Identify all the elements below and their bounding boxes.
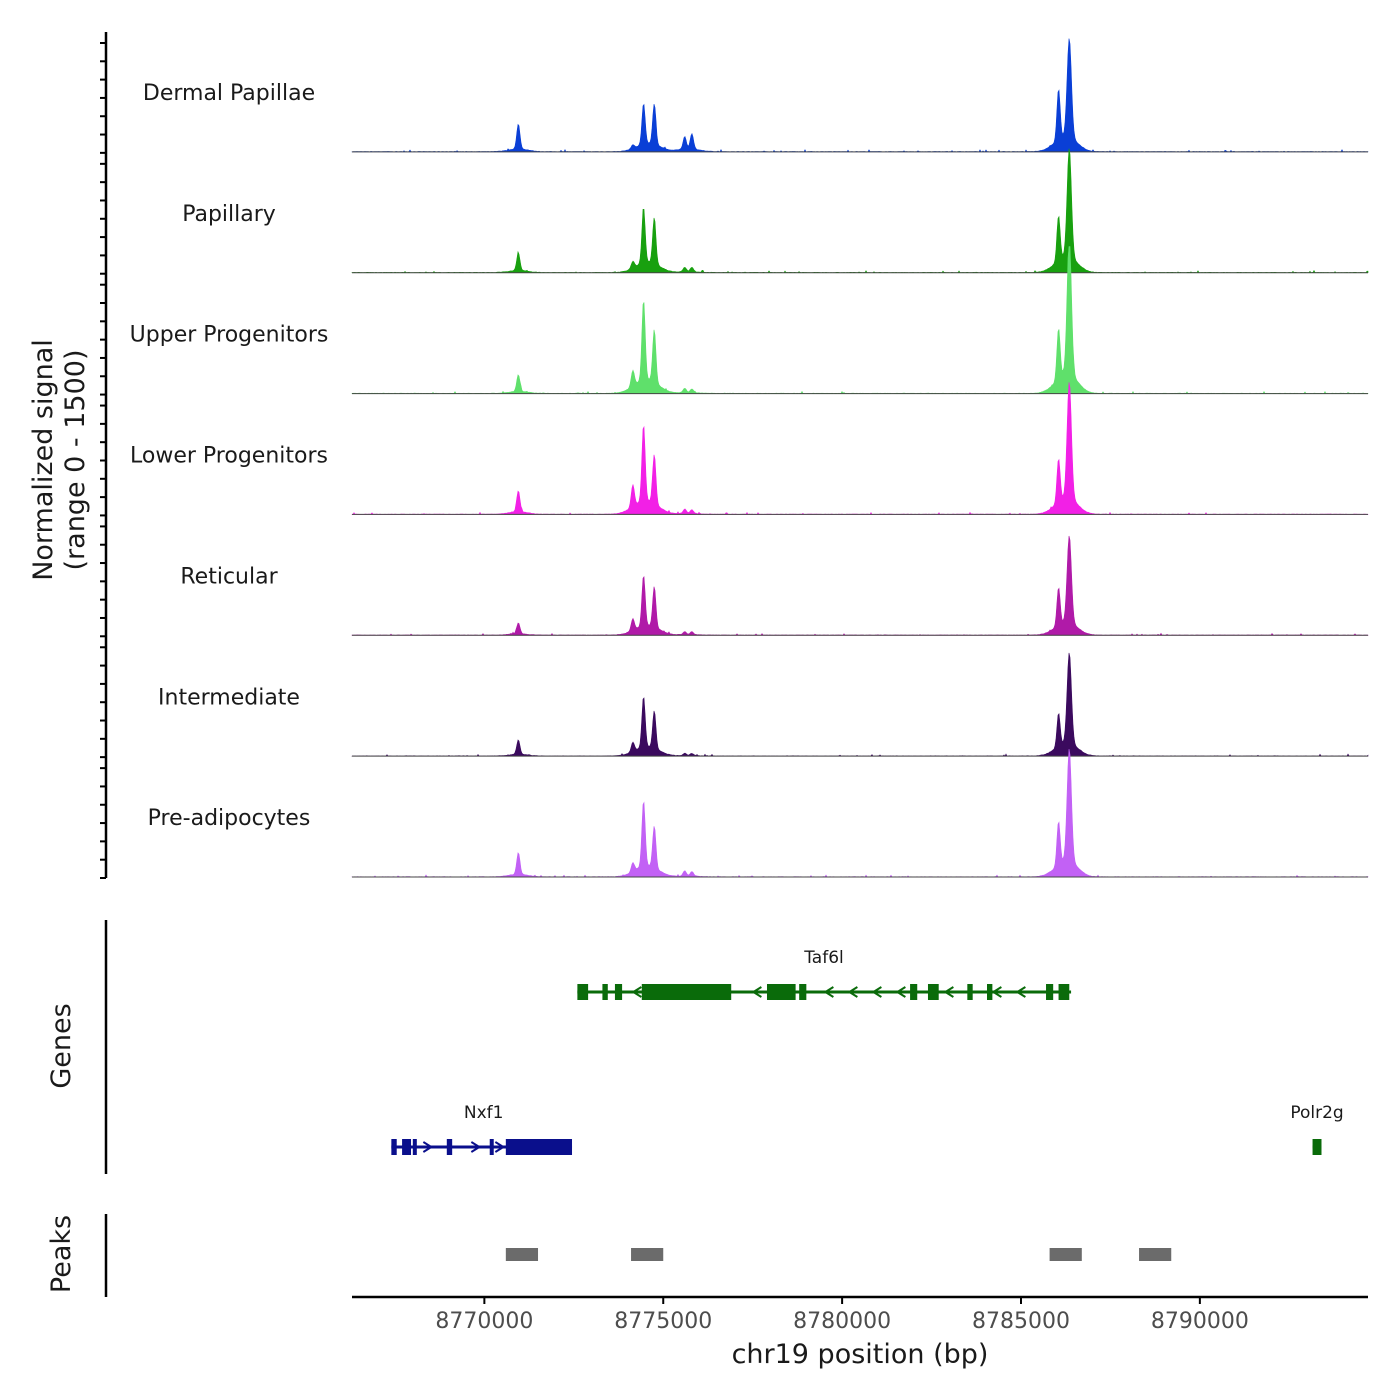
gene-exon (391, 1139, 397, 1155)
coverage-area (351, 382, 1369, 515)
gene-strand-arrow (871, 986, 882, 998)
gene-model: Nxf1 (391, 1103, 573, 1155)
track-label: Pre-adipocytes (148, 806, 311, 831)
x-tick-label: 8790000 (1151, 1309, 1249, 1334)
gene-strand-arrow (895, 986, 906, 998)
gene-exon (641, 984, 732, 1000)
coverage-track: Papillary (100, 148, 1369, 275)
peaks-y-label: Peaks (46, 1215, 77, 1293)
gene-exon (489, 1139, 494, 1155)
track-label: Dermal Papillae (143, 81, 315, 106)
gene-label: Taf6l (803, 948, 844, 968)
gene-strand-arrow (470, 1141, 482, 1153)
x-tick-label: 8770000 (435, 1309, 533, 1334)
gene-exon (412, 1139, 417, 1155)
gene-strand-arrow (422, 1141, 434, 1153)
gene-exon (446, 1139, 453, 1155)
gene-strand-arrow (1015, 986, 1026, 998)
gene-strand-arrow (494, 1141, 506, 1153)
peak-region (505, 1248, 539, 1261)
gene-exon (402, 1139, 412, 1155)
gene-strand-arrow (847, 986, 858, 998)
gene-exon (1058, 984, 1070, 1000)
gene-exon (927, 984, 939, 1000)
gene-exon (799, 984, 807, 1000)
coverage-y-label-line1: Normalized signal (28, 339, 59, 581)
coverage-area (351, 246, 1369, 395)
gene-label: Polr2g (1290, 1103, 1343, 1123)
gene-exon (614, 984, 623, 1000)
coverage-area (351, 749, 1369, 878)
gene-exon (505, 1139, 573, 1155)
x-axis-label: chr19 position (bp) (732, 1339, 989, 1370)
track-label: Reticular (180, 564, 278, 589)
coverage-area (351, 652, 1369, 757)
coverage-track: Intermediate (100, 646, 1369, 759)
coverage-track: Reticular (100, 525, 1369, 638)
genes-panel: Taf6l Nxf1 Polr2g (104, 920, 1344, 1174)
x-tick-label: 8780000 (793, 1309, 891, 1334)
x-tick-label: 8785000 (972, 1309, 1070, 1334)
gene-exon (1312, 1139, 1322, 1155)
x-axis: 8770000 8775000 8780000 8785000 8790000 (352, 1295, 1368, 1334)
gene-exon (910, 984, 918, 1000)
track-label: Upper Progenitors (130, 323, 329, 348)
gene-model: Polr2g (1290, 1103, 1344, 1155)
gene-exon (987, 984, 993, 1000)
gene-strand-arrow (943, 986, 954, 998)
coverage-area (351, 38, 1369, 153)
gene-exon (967, 984, 973, 1000)
coverage-track: Upper Progenitors (100, 246, 1369, 396)
gene-exon (577, 984, 589, 1000)
peak-region (1049, 1248, 1082, 1261)
peak-region (631, 1248, 664, 1261)
gene-strand-arrow (823, 986, 834, 998)
gene-exon (1046, 984, 1054, 1000)
gene-model: Taf6l (577, 948, 1072, 1000)
coverage-y-label-line2: (range 0 - 1500) (60, 350, 91, 571)
gene-label: Nxf1 (464, 1103, 504, 1123)
gene-strand-arrow (991, 986, 1002, 998)
x-tick-label: 8775000 (614, 1309, 712, 1334)
coverage-panel: Dermal Papillae Papillary Upper Progenitor… (100, 32, 1369, 879)
track-label: Lower Progenitors (130, 444, 328, 469)
gene-strand-arrow (631, 986, 642, 998)
coverage-track: Lower Progenitors (100, 382, 1369, 517)
track-label: Intermediate (158, 685, 300, 710)
coverage-track: Dermal Papillae (100, 38, 1369, 154)
coverage-area (351, 535, 1369, 636)
gene-exon (602, 984, 608, 1000)
genes-y-label: Genes (46, 1003, 77, 1088)
coverage-track: Pre-adipocytes (100, 749, 1369, 879)
peaks-panel (104, 1214, 1172, 1297)
gene-strand-arrow (751, 986, 762, 998)
coverage-area (351, 148, 1369, 274)
peak-region (1139, 1248, 1172, 1261)
gene-exon (766, 984, 796, 1000)
track-label: Papillary (182, 202, 276, 227)
